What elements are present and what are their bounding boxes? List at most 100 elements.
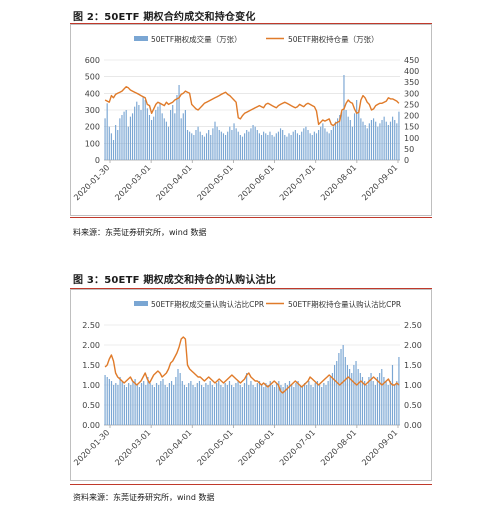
bar [220, 385, 222, 425]
bar [392, 116, 394, 160]
bar [213, 387, 216, 425]
bar [398, 357, 400, 425]
bar [277, 131, 280, 160]
bar [320, 126, 322, 160]
figure-2-chart: 50ETF期权成交量（万张） 50ETF期权持仓量（万张） 0 100 200 300 40… [70, 24, 432, 216]
bar [128, 383, 130, 425]
bar [244, 133, 246, 160]
y-left-tick-label: 2.00 [82, 341, 100, 350]
legend-swatch-bar [134, 36, 148, 41]
bar [179, 373, 181, 425]
bar [207, 385, 209, 425]
bar [119, 377, 121, 425]
bar [296, 133, 299, 160]
bar [160, 381, 162, 425]
bar [306, 385, 308, 425]
bar [361, 377, 364, 425]
y-right-tick-label: 350 [404, 78, 419, 87]
bar [209, 381, 211, 425]
bar [265, 133, 267, 160]
bar [222, 387, 224, 425]
bar [342, 345, 344, 425]
bar [167, 126, 170, 160]
bar [201, 135, 203, 160]
bar [235, 383, 237, 425]
bar [147, 377, 149, 425]
bar [216, 126, 218, 160]
bar [303, 128, 305, 160]
bar [356, 100, 358, 160]
bar [119, 118, 121, 160]
legend-label-bar: 50ETF期权成交量（万张） [151, 34, 242, 44]
series-line [104, 86, 400, 127]
bar [271, 385, 273, 425]
bar [239, 385, 241, 425]
bar [233, 387, 235, 425]
bar [246, 373, 248, 425]
bar [385, 121, 387, 160]
bar [364, 125, 366, 160]
x-tick-label: 2020-06-01 [237, 428, 276, 467]
bar [339, 115, 341, 160]
x-tick-label: 2020-08-01 [319, 163, 358, 202]
bar [229, 126, 231, 160]
legend-label-line: 50ETF期权持仓量认购认沽比CPR [288, 299, 401, 309]
y-right-tick-label: 0 [404, 156, 409, 165]
bar [291, 385, 293, 425]
bar [263, 131, 265, 160]
bar [341, 111, 343, 160]
bar [241, 387, 243, 425]
bar [311, 135, 313, 160]
bar [327, 381, 329, 425]
bar [318, 130, 320, 160]
x-tick-label: 2020-09-01 [360, 163, 399, 202]
bar [145, 385, 147, 425]
y-right-tick-label: 150 [404, 123, 419, 132]
bar [248, 131, 250, 160]
bar [235, 128, 237, 160]
bar [372, 381, 374, 425]
y-left-tick-label: 2.50 [82, 321, 100, 330]
bar [158, 385, 160, 425]
x-tick-label: 2020-09-01 [360, 428, 399, 467]
bar [330, 130, 332, 160]
bar [370, 120, 373, 160]
bar [153, 387, 155, 425]
bar [143, 381, 145, 425]
x-tick-label: 2020-03-01 [113, 428, 152, 467]
x-tick-label: 2020-03-01 [113, 163, 152, 202]
bar [239, 135, 241, 160]
bar [286, 136, 288, 160]
y-right-tick-label: 2.50 [404, 321, 422, 330]
bar [284, 383, 286, 425]
bar [375, 121, 377, 160]
bar [233, 123, 235, 160]
bar [267, 385, 269, 425]
bar [108, 126, 110, 160]
bar [308, 381, 310, 425]
bar [396, 381, 398, 425]
bar [113, 385, 115, 425]
bar [301, 387, 303, 425]
bar [351, 126, 354, 160]
bar [159, 103, 161, 160]
bar [164, 385, 166, 425]
bar [140, 110, 142, 160]
bar [383, 377, 385, 425]
bar [195, 130, 197, 160]
bar [381, 120, 383, 160]
y-right-tick-label: 100 [404, 134, 419, 143]
bar [323, 383, 325, 425]
y-left-tick-label: 600 [85, 56, 100, 65]
bar [303, 383, 306, 425]
bar [199, 131, 201, 160]
bar [377, 126, 379, 160]
bar [294, 130, 296, 160]
bar [136, 101, 138, 160]
bar [324, 128, 326, 160]
bar [295, 383, 297, 425]
bar [138, 105, 140, 160]
bar [391, 365, 394, 425]
bar [260, 135, 263, 160]
bar [293, 387, 295, 425]
